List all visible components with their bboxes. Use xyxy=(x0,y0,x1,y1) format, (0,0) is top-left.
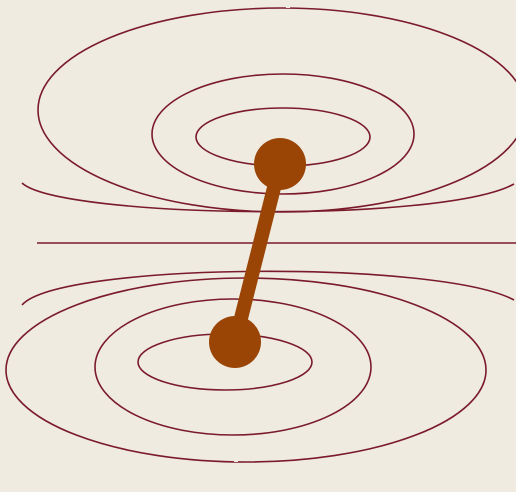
upper-charge xyxy=(254,138,306,190)
dipole-rod xyxy=(228,157,287,349)
lower-field-lines xyxy=(5,270,515,463)
dipole xyxy=(209,138,306,368)
lower-field-line-4-open xyxy=(21,270,515,306)
lower-field-line-2 xyxy=(94,298,372,436)
lower-charge xyxy=(209,316,261,368)
upper-field-line-2 xyxy=(151,73,415,195)
upper-field-line-4-open xyxy=(21,182,515,213)
